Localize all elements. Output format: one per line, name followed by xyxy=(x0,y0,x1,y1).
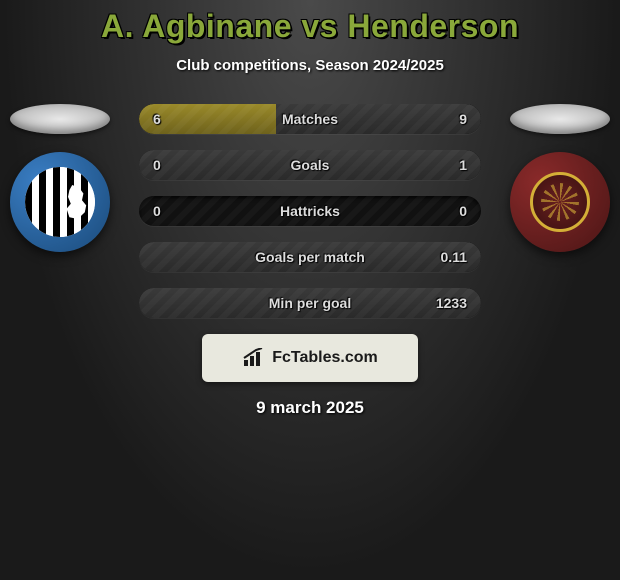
page-title: A. Agbinane vs Henderson xyxy=(0,8,620,45)
stat-label: Goals xyxy=(291,157,330,173)
avatar-placeholder-left xyxy=(10,104,110,134)
avatar-placeholder-right xyxy=(510,104,610,134)
chart-icon xyxy=(242,348,266,368)
comparison-date: 9 march 2025 xyxy=(0,398,620,418)
stat-label: Hattricks xyxy=(280,203,340,219)
watermark-badge: FcTables.com xyxy=(202,334,418,382)
watermark-text: FcTables.com xyxy=(272,349,378,367)
stat-row: Min per goal 1233 xyxy=(139,288,481,318)
crest-stripes-icon xyxy=(25,167,95,237)
stat-row: 6 Matches 9 xyxy=(139,104,481,134)
club-crest-right xyxy=(510,152,610,252)
stat-value-right: 1 xyxy=(459,157,467,173)
player-left-column xyxy=(10,104,110,252)
stat-value-left: 6 xyxy=(153,111,161,127)
crest-left-inner xyxy=(25,167,95,237)
crest-rays-icon xyxy=(533,175,587,229)
stat-row: 0 Hattricks 0 xyxy=(139,196,481,226)
comparison-card: A. Agbinane vs Henderson Club competitio… xyxy=(0,0,620,418)
player-right-column xyxy=(510,104,610,252)
stat-value-right: 1233 xyxy=(436,295,467,311)
crest-right-inner xyxy=(530,172,590,232)
stat-value-left: 0 xyxy=(153,203,161,219)
stat-bars: 6 Matches 9 0 Goals 1 0 Hattricks 0 Goals per mat… xyxy=(139,104,481,318)
stat-value-right: 0 xyxy=(459,203,467,219)
stat-value-left: 0 xyxy=(153,157,161,173)
stat-value-right: 0.11 xyxy=(441,249,467,265)
stat-label: Goals per match xyxy=(255,249,365,265)
subtitle: Club competitions, Season 2024/2025 xyxy=(0,57,620,74)
main-area: 6 Matches 9 0 Goals 1 0 Hattricks 0 Goals per mat… xyxy=(0,104,620,318)
stat-label: Matches xyxy=(282,111,338,127)
stat-value-right: 9 xyxy=(459,111,467,127)
stat-label: Min per goal xyxy=(269,295,351,311)
stat-row: 0 Goals 1 xyxy=(139,150,481,180)
club-crest-left xyxy=(10,152,110,252)
stat-row: Goals per match 0.11 xyxy=(139,242,481,272)
